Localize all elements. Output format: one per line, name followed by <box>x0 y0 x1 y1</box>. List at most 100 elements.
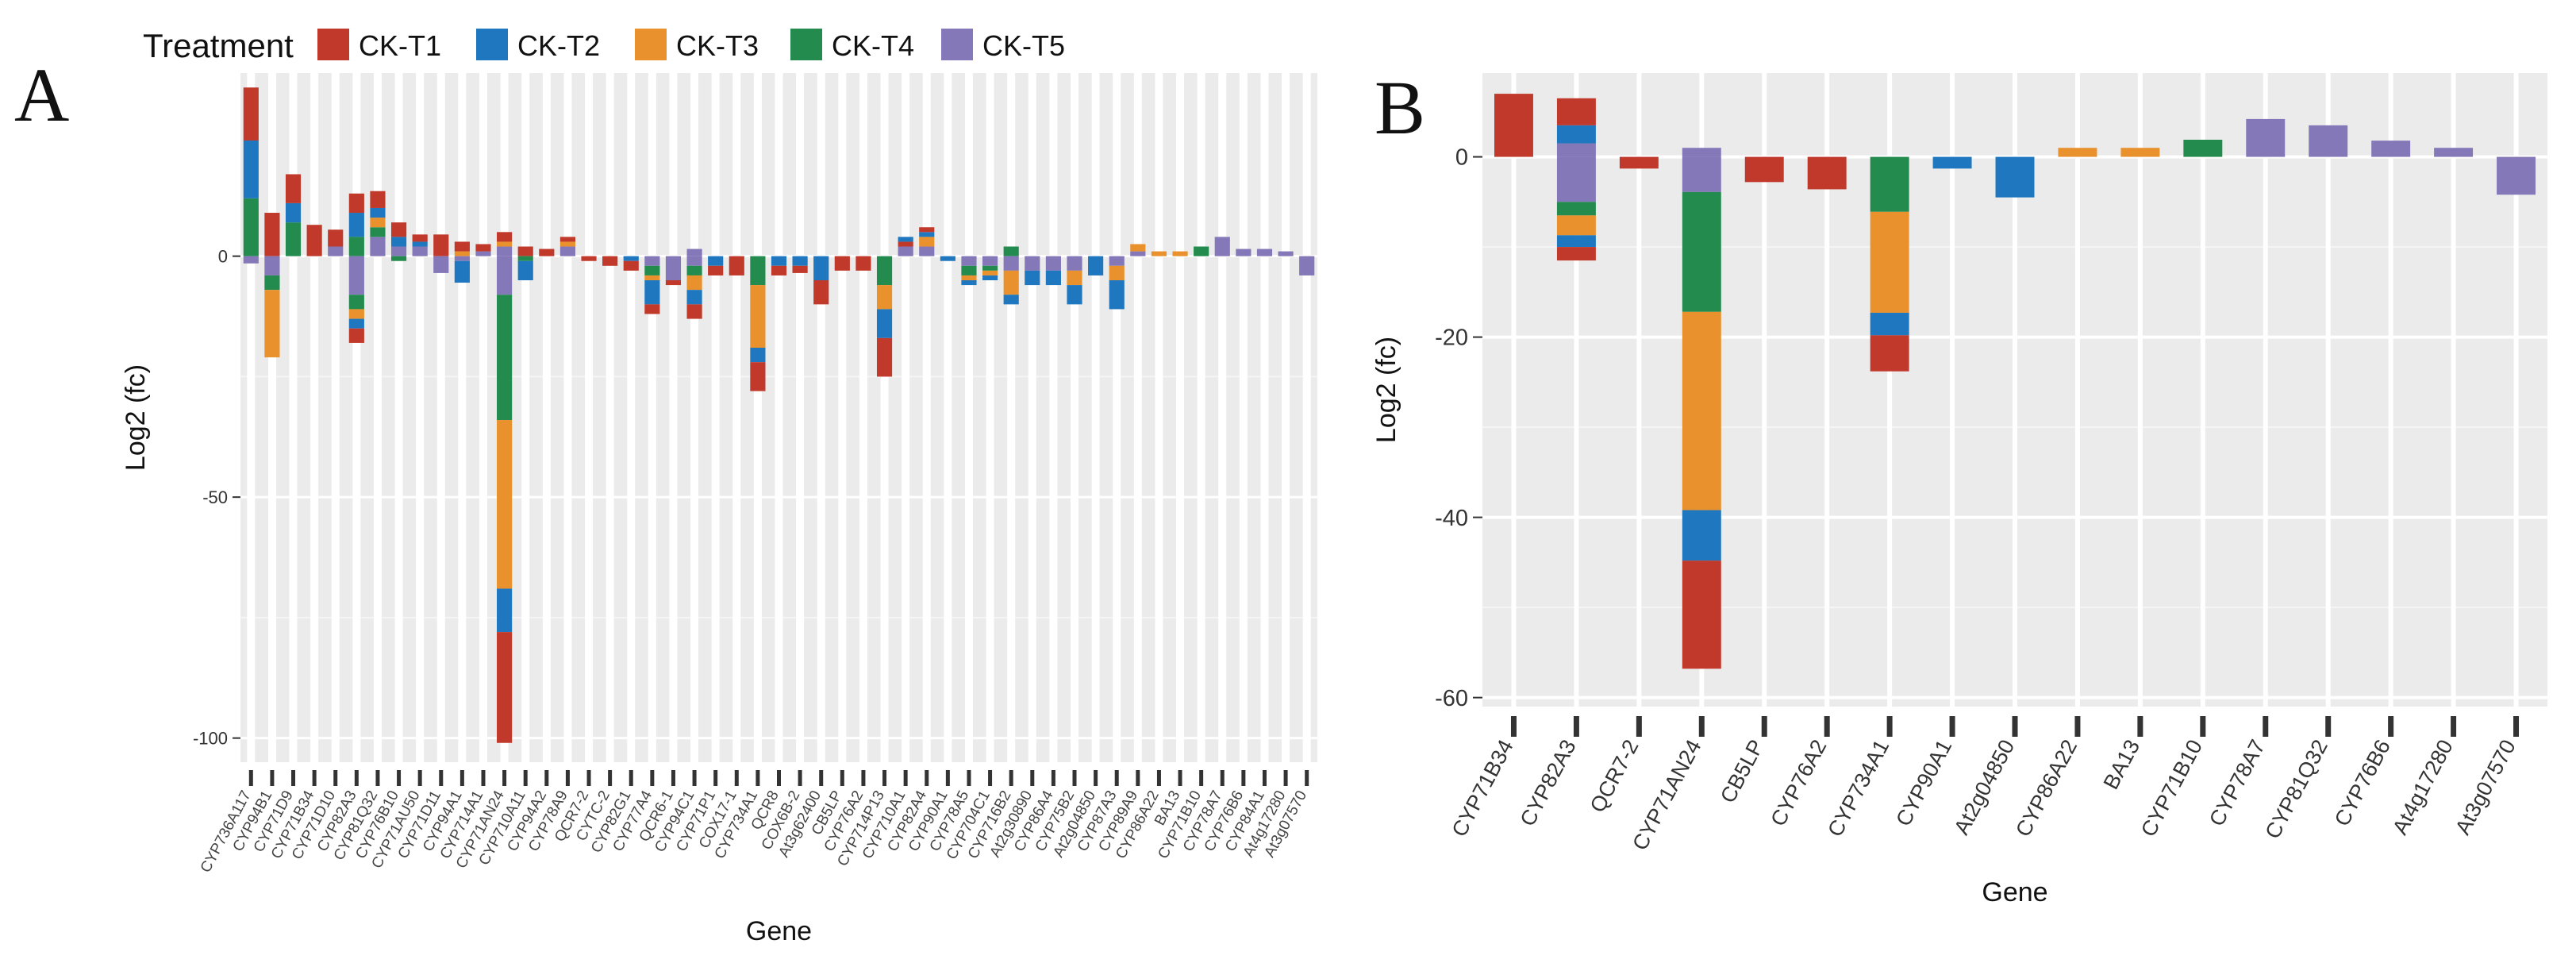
legend-swatch-ck-t4 <box>790 29 822 60</box>
bars-a <box>243 87 1315 743</box>
bar-segment-cyp76b6-ck-t5 <box>2371 141 2411 157</box>
bar-segment-cyp71d10-ck-t5 <box>328 246 344 256</box>
bar-segment-cyp78a5-ck-t4 <box>961 265 977 275</box>
bar-segment-cyp71an24-ck-t3 <box>497 420 513 589</box>
legend-swatch-ck-t2 <box>476 29 508 60</box>
bar-segment-cox6b-2-ck-t1 <box>792 265 808 273</box>
bar-segment-qcr6-1-ck-t5 <box>665 256 682 281</box>
bar-segment-cyp76b6-ck-t5 <box>1236 248 1251 256</box>
bar-segment-cyp81q32-ck-t3 <box>370 218 386 228</box>
bar-segment-cyp81q32-ck-t1 <box>370 191 386 208</box>
bar-segment-cyp86a22-ck-t3 <box>2058 148 2097 157</box>
bar-segment-cyp704c1-ck-t4 <box>982 265 998 271</box>
bar-segment-cyp94a1-ck-t2 <box>454 260 470 283</box>
bar-segment-cyp76b10-ck-t1 <box>390 222 407 237</box>
bar-segment-cyp710a11-ck-t1 <box>517 246 533 256</box>
bar-segment-cyp734a1-ck-t3 <box>750 285 766 348</box>
bar-segment-cyp76a2-ck-t1 <box>855 256 871 271</box>
bar-segment-cyp78a9-ck-t3 <box>559 241 576 247</box>
bar-segment-cyp82a3-ck-t1 <box>1556 98 1596 125</box>
bar-segment-cyp77a4-ck-t5 <box>644 256 660 266</box>
bar-segment-cyp77a4-ck-t1 <box>644 304 660 314</box>
y-axis-a: 0 -50 -100 <box>193 246 240 748</box>
bar-segment-at2g04850-ck-t2 <box>1088 256 1104 275</box>
y-tick-label: 0 <box>1455 145 1468 171</box>
bar-segment-at3g07570-ck-t5 <box>1299 256 1315 275</box>
legend-label-ck-t2: CK-T2 <box>517 29 600 62</box>
bar-segment-ba13-ck-t3 <box>2120 148 2160 157</box>
bar-segment-cyp77a4-ck-t4 <box>644 265 660 275</box>
bar-segment-cyp71an24-ck-t5 <box>497 246 513 256</box>
x-tick-label-cyp82a3: CYP82A3 <box>1516 736 1581 830</box>
bar-segment-cyp81q32-ck-t4 <box>370 227 386 237</box>
bar-segment-cyp82a3-ck-t4 <box>1556 202 1596 216</box>
bar-segment-cyp714p13-ck-t3 <box>876 285 893 310</box>
bar-segment-cyp714p13-ck-t2 <box>876 309 893 338</box>
bar-segment-qcr8-ck-t2 <box>771 256 787 266</box>
bar-segment-cyp82a3-ck-t3 <box>348 309 364 319</box>
bar-segment-cyp94c1-ck-t5 <box>686 248 702 256</box>
bar-segment-cyp716b2-ck-t3 <box>1003 270 1019 295</box>
bar-segment-cyp76b10-ck-t5 <box>390 246 407 256</box>
bar-segment-qcr8-ck-t1 <box>771 265 787 275</box>
bar-segment-cyp704c1-ck-t2 <box>982 275 998 281</box>
bar-segment-cyp81q32-ck-t2 <box>370 207 386 218</box>
bar-segment-cyp89a9-ck-t5 <box>1130 251 1146 256</box>
bar-segment-cyp710a1-ck-t5 <box>898 246 913 256</box>
bar-segment-cyp87a3-ck-t2 <box>1109 280 1125 310</box>
bar-segment-cyp94a1-ck-t3 <box>454 251 470 256</box>
x-tick-label-at2g04850: At2g04850 <box>1949 736 2019 838</box>
x-tick-label-cyp76b6: CYP76B6 <box>2330 736 2395 830</box>
y-tick-label: -50 <box>202 487 228 507</box>
bar-segment-cyp81q32-ck-t5 <box>2309 125 2348 157</box>
bar-segment-cyp710a11-ck-t4 <box>517 256 533 261</box>
bar-segment-at3g62400-ck-t2 <box>813 256 829 281</box>
bar-segment-cyp82a3-ck-t1 <box>1556 247 1596 261</box>
bar-segment-cyp71an24-ck-t2 <box>497 588 513 633</box>
bar-segment-cyp94b1-ck-t4 <box>264 275 280 291</box>
y-axis-b: 0 -20 -40 -60 <box>1435 145 1482 711</box>
bar-segment-cyp734a1-ck-t3 <box>1870 211 1909 313</box>
bar-segment-cyp71an24-ck-t1 <box>1682 561 1721 669</box>
bar-segment-cyp710a1-ck-t1 <box>898 241 913 247</box>
bar-segment-cyp78a9-ck-t1 <box>559 237 576 242</box>
bar-segment-cyp84a1-ck-t5 <box>1256 248 1273 256</box>
bar-segment-cyp94a1-ck-t1 <box>454 241 470 252</box>
x-tick-label-cyp81q32: CYP81Q32 <box>2260 736 2332 843</box>
bar-segment-cyp734a1-ck-t4 <box>750 256 766 286</box>
bar-segment-cyp734a1-ck-t2 <box>1870 312 1909 336</box>
legend-label-ck-t5: CK-T5 <box>982 29 1065 62</box>
bar-segment-cyp71an24-ck-t2 <box>1682 510 1721 561</box>
bar-segment-qcr6-1-ck-t1 <box>665 280 682 286</box>
bar-segment-cyp71an24-ck-t5 <box>1682 156 1721 192</box>
bar-segment-at3g07570-ck-t5 <box>2497 156 2536 195</box>
bar-segment-cyp82a3-ck-t3 <box>1556 215 1596 236</box>
bar-segment-cyp734a1-ck-t4 <box>1870 156 1909 212</box>
bar-segment-cyp82a3-ck-t1 <box>348 193 364 214</box>
bar-segment-cyp76a2-ck-t1 <box>1807 156 1847 190</box>
bar-segment-cyp94c1-ck-t5 <box>686 256 702 266</box>
bars-b <box>1494 94 2536 669</box>
x-tick-label-cyp71b10: CYP71B10 <box>2136 736 2207 841</box>
x-axis-title-a: Gene <box>746 916 812 946</box>
bar-segment-cyp82a3-ck-t1 <box>348 328 364 343</box>
bar-segment-cyp78a7-ck-t5 <box>2246 118 2286 157</box>
bar-segment-cyp78a5-ck-t3 <box>961 275 977 281</box>
x-tick-label-cyp76a2: CYP76A2 <box>1766 736 1831 830</box>
bar-segment-cyp71au50-ck-t2 <box>412 241 428 247</box>
bar-segment-cyp71an24-ck-t4 <box>1682 191 1721 312</box>
bar-segment-cyp734a1-ck-t1 <box>750 362 766 391</box>
bar-segment-at2g30890-ck-t2 <box>1025 270 1040 286</box>
bar-segment-cyp734a1-ck-t1 <box>1870 335 1909 372</box>
x-tick-label-cyp78a7: CYP78A7 <box>2205 736 2270 830</box>
bar-segment-cyp714a1-ck-t1 <box>475 244 491 252</box>
x-tick-label-cyp734a1: CYP734A1 <box>1823 736 1894 841</box>
bar-segment-cyp81q32-ck-t5 <box>370 237 386 256</box>
bar-segment-cyp94c1-ck-t3 <box>686 275 702 291</box>
legend-swatch-ck-t5 <box>941 29 973 60</box>
panel-letter-a: A <box>14 52 69 137</box>
bar-segment-cyp87a3-ck-t5 <box>1109 256 1125 266</box>
legend-label-ck-t4: CK-T4 <box>832 29 914 62</box>
y-tick-label: -60 <box>1435 686 1468 711</box>
